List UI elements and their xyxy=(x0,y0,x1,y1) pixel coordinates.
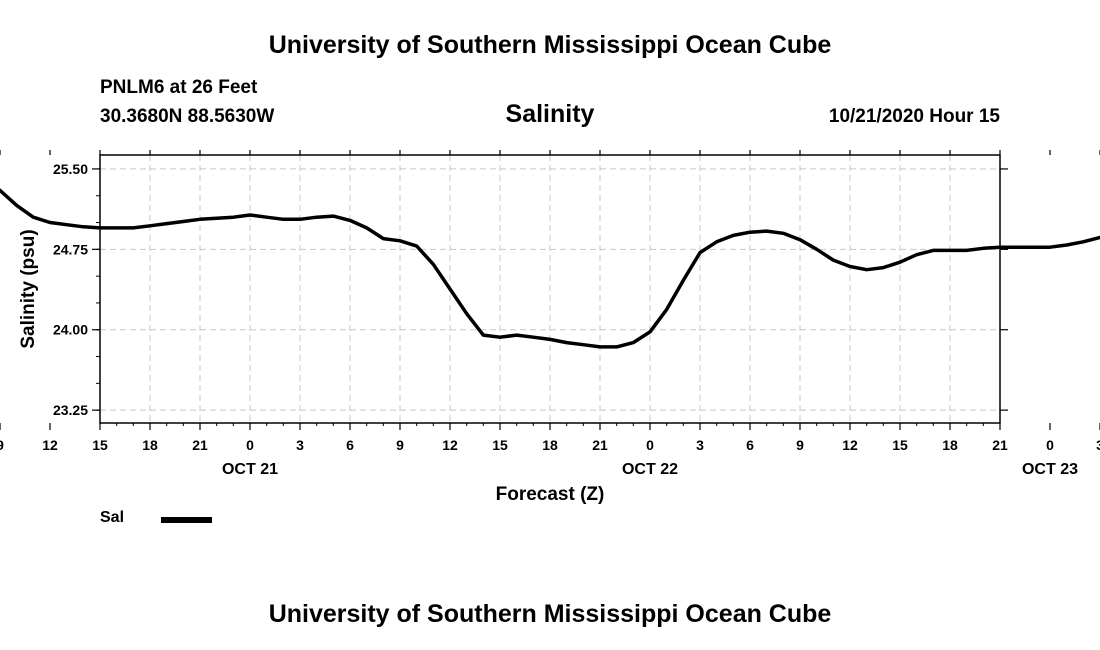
page-title: University of Southern Mississippi Ocean… xyxy=(268,31,832,59)
x-tick-label: 3 xyxy=(296,437,304,453)
chart-title: Salinity xyxy=(505,100,595,128)
x-tick-label: 9 xyxy=(0,437,4,453)
x-tick-label: 15 xyxy=(892,437,908,453)
legend-label: Sal xyxy=(100,509,125,526)
y-tick-label: 24.75 xyxy=(53,241,88,257)
series-line-sal xyxy=(0,188,1100,349)
x-tick-label: 12 xyxy=(842,437,858,453)
station-label: PNLM6 at 26 Feet xyxy=(100,77,258,98)
x-tick-label: 9 xyxy=(796,437,804,453)
x-tick-label: 18 xyxy=(942,437,958,453)
x-tick-label: 6 xyxy=(746,437,754,453)
x-tick-label: 9 xyxy=(396,437,404,453)
y-axis-label: Salinity (psu) xyxy=(18,229,39,348)
x-tick-label: 3 xyxy=(696,437,704,453)
x-tick-label: 3 xyxy=(1096,437,1100,453)
date-label: OCT 21 xyxy=(222,461,278,478)
x-tick-label: 18 xyxy=(142,437,158,453)
x-tick-label: 0 xyxy=(646,437,654,453)
y-tick-label: 23.25 xyxy=(53,402,88,418)
x-axis-label: Forecast (Z) xyxy=(496,484,605,505)
coordinates-label: 30.3680N 88.5630W xyxy=(100,106,275,127)
timestamp-label: 10/21/2020 Hour 15 xyxy=(828,106,1000,127)
y-tick-label: 25.50 xyxy=(53,161,88,177)
x-tick-label: 21 xyxy=(592,437,608,453)
date-label: OCT 22 xyxy=(622,461,678,478)
x-tick-label: 21 xyxy=(192,437,208,453)
x-tick-label: 6 xyxy=(346,437,354,453)
footer-title: University of Southern Mississippi Ocean… xyxy=(268,600,832,628)
x-tick-label: 15 xyxy=(92,437,108,453)
x-tick-label: 12 xyxy=(42,437,58,453)
y-tick-label: 24.00 xyxy=(53,322,88,338)
x-tick-label: 0 xyxy=(246,437,254,453)
x-tick-label: 18 xyxy=(542,437,558,453)
x-tick-label: 0 xyxy=(1046,437,1054,453)
x-tick-label: 12 xyxy=(442,437,458,453)
legend-swatch xyxy=(161,517,212,523)
x-tick-label: 15 xyxy=(492,437,508,453)
x-tick-label: 21 xyxy=(992,437,1008,453)
date-label: OCT 23 xyxy=(1022,461,1078,478)
